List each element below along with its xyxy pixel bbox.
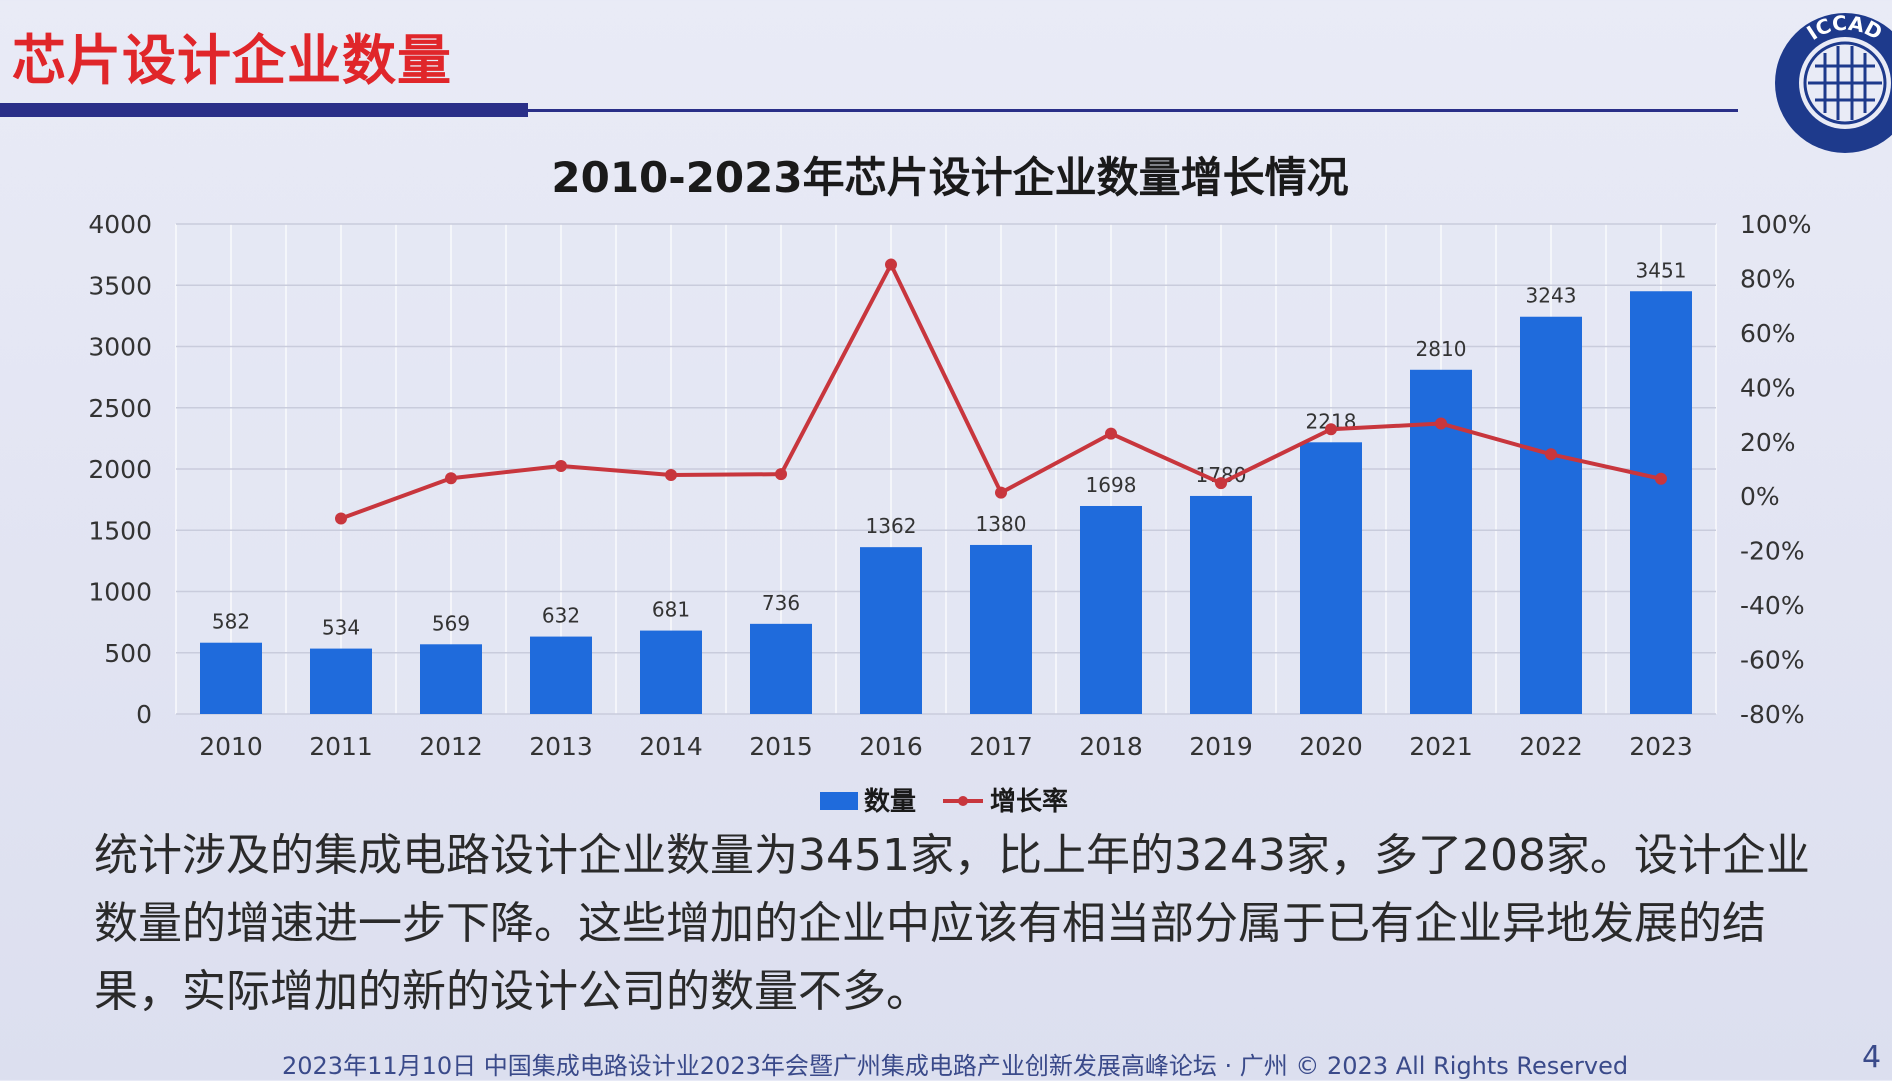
x-axis: 2010 2011 2012 2013 2014 2015 2016 2017 2018 2019… <box>199 732 1693 761</box>
bar <box>1520 316 1582 714</box>
x-tick-label: 2021 <box>1409 732 1473 761</box>
bar-value-label: 569 <box>432 611 470 635</box>
x-tick-label: 2013 <box>529 732 593 761</box>
title-underline-thick <box>0 103 528 117</box>
y-tick-right: 20% <box>1740 428 1796 457</box>
iccad-logo: ICCAD <box>1775 11 1892 153</box>
y-tick-left: 3500 <box>88 271 152 300</box>
x-tick-label: 2012 <box>419 732 483 761</box>
chart-title: 2010-2023年芯片设计企业数量增长情况 <box>551 153 1348 202</box>
y-tick-left: 2000 <box>88 455 152 484</box>
y-tick-right: 80% <box>1740 264 1796 293</box>
x-tick-label: 2016 <box>859 732 923 761</box>
x-tick-label: 2019 <box>1189 732 1253 761</box>
bar <box>640 630 702 714</box>
bar <box>1630 291 1692 714</box>
summary-paragraph: 统计涉及的集成电路设计企业数量为3451家，比上年的3243家，多了208家。设… <box>94 830 1810 1017</box>
legend-line-marker <box>958 796 968 806</box>
legend-line-label: 增长率 <box>990 786 1068 817</box>
legend: 数量 增长率 <box>820 786 1068 817</box>
growth-point <box>1545 448 1557 461</box>
y-tick-right: 60% <box>1740 319 1796 348</box>
y-tick-right: -60% <box>1740 646 1805 675</box>
bar <box>1300 442 1362 714</box>
growth-point <box>665 468 677 481</box>
bar <box>1190 495 1252 714</box>
slide-title: 芯片设计企业数量 <box>12 29 452 92</box>
bar-value-label: 632 <box>542 604 580 628</box>
bar <box>970 544 1032 714</box>
bar <box>750 623 812 714</box>
bar-series <box>200 291 1692 714</box>
bar-value-label: 681 <box>652 598 690 622</box>
growth-point <box>775 468 787 481</box>
growth-point <box>335 512 347 525</box>
bar <box>530 636 592 714</box>
x-tick-label: 2017 <box>969 732 1033 761</box>
footer: 2023年11月10日 中国集成电路设计业2023年会暨广州集成电路产业创新发展… <box>282 1052 1629 1080</box>
bar <box>420 644 482 714</box>
x-tick-label: 2020 <box>1299 732 1363 761</box>
page-number: 4 <box>1862 1040 1882 1075</box>
y-tick-left: 500 <box>104 639 152 668</box>
right-y-axis: -80% -60% -40% -20% 0% 20% 40% 60% 80% 100% <box>1740 210 1811 729</box>
bar-value-label: 3243 <box>1526 284 1577 308</box>
y-tick-right: 100% <box>1740 210 1811 239</box>
y-tick-right: 40% <box>1740 373 1796 402</box>
growth-point <box>1325 423 1337 436</box>
growth-point <box>1215 477 1227 490</box>
bar <box>860 547 922 714</box>
y-tick-right: -20% <box>1740 537 1805 566</box>
x-tick-label: 2010 <box>199 732 263 761</box>
growth-point <box>995 486 1007 499</box>
bar-value-label: 3451 <box>1636 258 1687 282</box>
legend-bar-swatch <box>820 792 858 810</box>
bar <box>200 642 262 714</box>
legend-bar-label: 数量 <box>864 787 916 817</box>
x-tick-label: 2023 <box>1629 732 1693 761</box>
bar-value-label: 1698 <box>1086 473 1137 497</box>
y-tick-left: 2500 <box>88 394 152 423</box>
bar-value-label: 534 <box>322 616 360 640</box>
bar-value-label: 582 <box>212 610 250 634</box>
x-tick-label: 2015 <box>749 732 813 761</box>
x-tick-label: 2011 <box>309 732 373 761</box>
growth-point <box>885 258 897 271</box>
growth-point <box>1105 427 1117 440</box>
bar-value-label: 1362 <box>866 514 917 538</box>
left-y-axis: 0 500 1000 1500 2000 2500 3000 3500 4000 <box>88 210 152 729</box>
x-tick-label: 2018 <box>1079 732 1143 761</box>
title-underline-thin <box>528 109 1738 112</box>
y-tick-right: 0% <box>1740 482 1780 511</box>
growth-line-series <box>335 258 1667 525</box>
chart: 2010-2023年芯片设计企业数量增长情况 0 500 1000 1500 2000 2… <box>88 153 1811 817</box>
x-tick-label: 2014 <box>639 732 703 761</box>
bar-value-label: 736 <box>762 591 800 615</box>
y-tick-left: 1000 <box>88 578 152 607</box>
bar-value-label: 1380 <box>976 512 1027 536</box>
bar-value-label: 2810 <box>1416 337 1467 361</box>
growth-point <box>1655 472 1667 485</box>
y-tick-left: 1500 <box>88 516 152 545</box>
growth-point <box>555 460 567 473</box>
y-tick-left: 4000 <box>88 210 152 239</box>
growth-point <box>1435 417 1447 430</box>
x-tick-label: 2022 <box>1519 732 1583 761</box>
y-tick-right: -40% <box>1740 591 1805 620</box>
y-tick-left: 0 <box>136 700 152 729</box>
bar <box>1080 505 1142 714</box>
y-tick-right: -80% <box>1740 700 1805 729</box>
y-tick-left: 3000 <box>88 333 152 362</box>
growth-point <box>445 472 457 485</box>
bar <box>310 648 372 714</box>
